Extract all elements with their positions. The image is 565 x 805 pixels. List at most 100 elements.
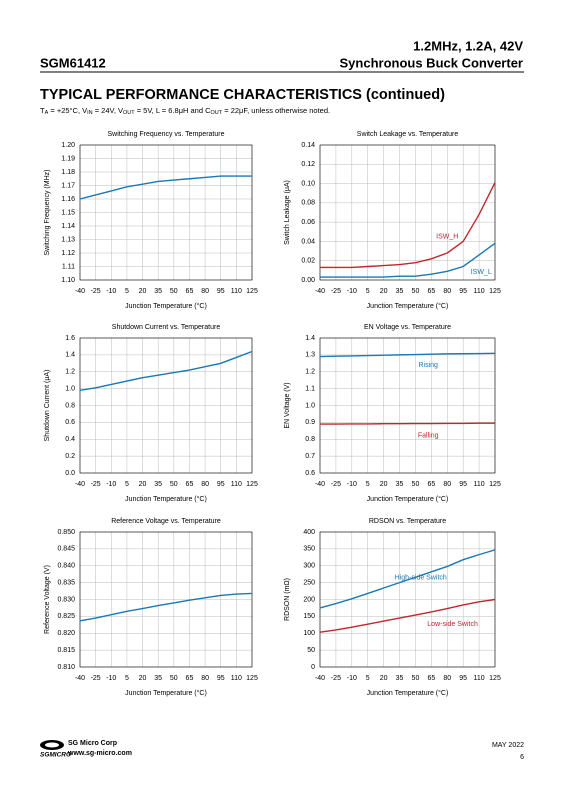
plot-frame <box>319 337 496 474</box>
x-axis-label: Junction Temperature (°C) <box>125 689 207 697</box>
x-tick-label: 80 <box>201 675 209 682</box>
y-axis-label: EN Voltage (V) <box>284 382 291 428</box>
y-tick-label: 1.14 <box>61 223 75 230</box>
chart-title: Reference Voltage vs. Temperature <box>111 518 221 525</box>
x-tick-label: 110 <box>231 288 242 295</box>
y-tick-label: 1.11 <box>62 263 75 270</box>
series-label: Rising <box>418 362 438 369</box>
y-tick-label: 0.9 <box>305 419 315 426</box>
y-tick-label: 1.4 <box>305 335 315 342</box>
y-tick-label: 200 <box>303 596 315 603</box>
data-line <box>320 242 496 278</box>
plot-frame <box>79 531 253 668</box>
x-tick-label: 50 <box>170 481 178 488</box>
date: MAY 2022 <box>492 742 524 749</box>
y-tick-label: 1.12 <box>61 250 75 257</box>
x-tick-label: -40 <box>315 288 325 295</box>
series-label: High-side Switch <box>395 574 447 581</box>
x-tick-label: 5 <box>366 481 370 488</box>
x-tick-label: -10 <box>347 675 357 682</box>
y-tick-label: 0.02 <box>301 258 315 265</box>
x-tick-label: -40 <box>75 288 85 295</box>
y-tick-label: 1.0 <box>305 402 315 409</box>
y-tick-label: 0.825 <box>57 613 75 620</box>
y-tick-label: 0.815 <box>57 647 75 654</box>
y-axis-label: RDSON (mΩ) <box>284 578 291 621</box>
series-label: ISW_H <box>436 233 458 240</box>
y-tick-label: 250 <box>303 579 315 586</box>
y-tick-label: 300 <box>303 563 315 570</box>
x-tick-label: -25 <box>331 288 341 295</box>
x-tick-label: -25 <box>331 481 341 488</box>
x-tick-label: 65 <box>186 481 194 488</box>
x-tick-label: 65 <box>427 481 435 488</box>
x-tick-label: -10 <box>106 481 116 488</box>
chart-title: Switch Leakage vs. Temperature <box>357 131 459 138</box>
y-axis-label: Shutdown Current (μA) <box>44 370 51 442</box>
company: SG Micro Corp <box>68 740 117 747</box>
y-tick-label: 0.830 <box>57 596 75 603</box>
y-tick-label: 0.6 <box>305 470 315 477</box>
product: Synchronous Buck Converter <box>340 55 524 70</box>
y-tick-label: 1.1 <box>305 385 315 392</box>
x-tick-label: 5 <box>366 675 370 682</box>
y-tick-label: 0.06 <box>301 219 315 226</box>
y-tick-label: 0.8 <box>305 436 315 443</box>
y-tick-label: 0.8 <box>65 402 75 409</box>
x-tick-label: -40 <box>315 675 325 682</box>
x-tick-label: 65 <box>427 288 435 295</box>
text-run: = 5V, L = 6.8μH and C <box>135 106 211 115</box>
y-tick-label: 1.10 <box>61 277 75 284</box>
x-axis-label: Junction Temperature (°C) <box>367 302 449 310</box>
x-tick-label: 20 <box>380 675 388 682</box>
y-tick-label: 1.2 <box>305 369 315 376</box>
x-tick-label: 20 <box>139 288 147 295</box>
plot-frame <box>79 144 253 281</box>
logo <box>40 740 64 750</box>
series-label: Low-side Switch <box>427 621 478 628</box>
x-tick-label: -10 <box>347 481 357 488</box>
x-tick-label: -10 <box>106 288 116 295</box>
x-tick-label: 110 <box>474 481 485 488</box>
subscript: OUT <box>211 110 223 116</box>
y-tick-label: 0.4 <box>65 436 75 443</box>
x-tick-label: 125 <box>246 675 258 682</box>
x-tick-label: -40 <box>315 481 325 488</box>
y-tick-label: 1.15 <box>61 209 75 216</box>
x-tick-label: -25 <box>91 481 101 488</box>
x-tick-label: 125 <box>489 481 501 488</box>
y-tick-label: 0.835 <box>57 579 75 586</box>
data-line <box>79 175 252 200</box>
logo-text: SGMICRO <box>40 752 71 759</box>
y-axis-label: Switch Leakage (μA) <box>284 180 291 245</box>
y-tick-label: 0.845 <box>57 546 75 553</box>
y-tick-label: 0 <box>311 664 315 671</box>
y-tick-label: 0.2 <box>65 453 75 460</box>
plot-frame <box>79 337 253 474</box>
y-tick-label: 0.840 <box>57 563 75 570</box>
x-tick-label: 80 <box>201 481 209 488</box>
text-run: = 24V, V <box>93 106 123 115</box>
website: www.sg-micro.com <box>67 750 132 757</box>
x-tick-label: 110 <box>474 288 485 295</box>
part: SGM61412 <box>40 55 106 70</box>
x-tick-label: 20 <box>380 288 388 295</box>
y-tick-label: 1.0 <box>65 385 75 392</box>
spec: 1.2MHz, 1.2A, 42V <box>413 38 523 53</box>
x-tick-label: 125 <box>246 288 258 295</box>
x-tick-label: 20 <box>139 481 147 488</box>
subscript: OUT <box>123 110 135 116</box>
y-tick-label: 150 <box>303 613 315 620</box>
data-line <box>320 422 495 425</box>
x-tick-label: 80 <box>443 288 451 295</box>
data-line <box>319 598 496 633</box>
x-tick-label: 125 <box>489 288 501 295</box>
x-tick-label: -25 <box>91 288 101 295</box>
x-tick-label: -25 <box>91 675 101 682</box>
y-tick-label: 1.3 <box>305 352 315 359</box>
data-line <box>79 350 253 392</box>
x-tick-label: 65 <box>186 675 194 682</box>
x-tick-label: -40 <box>75 481 85 488</box>
y-axis-label: Switching Frequency (MHz) <box>44 170 51 256</box>
x-tick-label: 20 <box>139 675 147 682</box>
